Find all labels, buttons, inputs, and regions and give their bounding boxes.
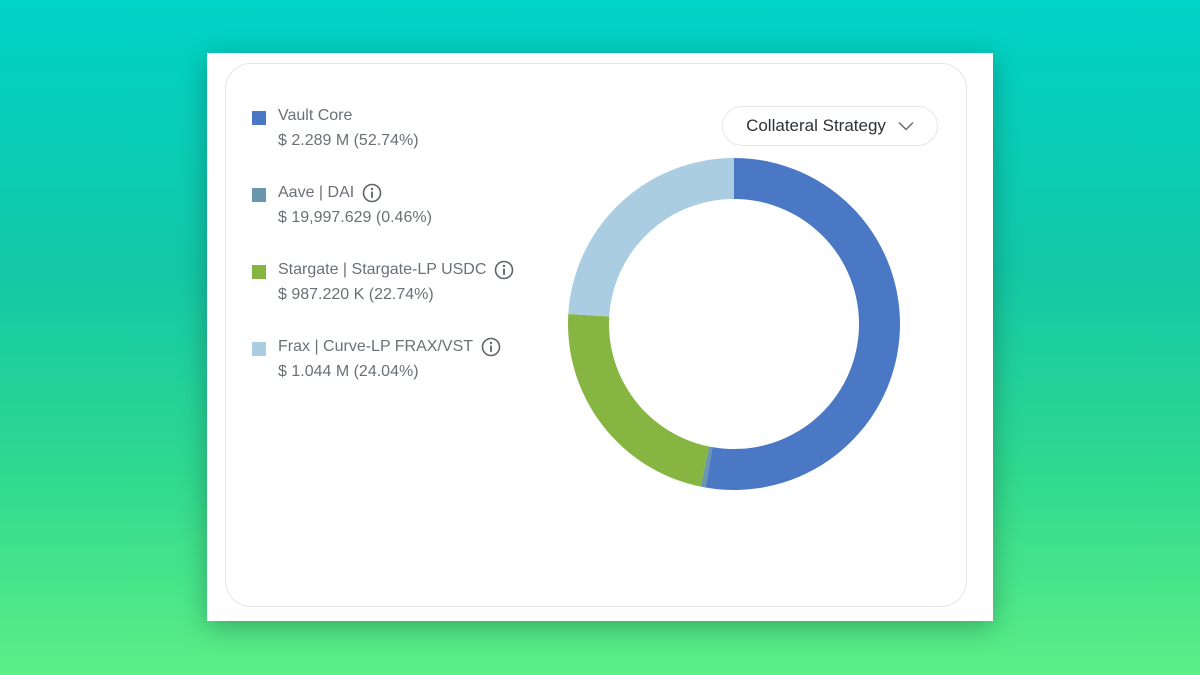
screenshot-frame: Vault Core $ 2.289 M (52.74%) Aave | DAI…	[207, 53, 993, 621]
legend-label: Vault Core	[278, 107, 353, 124]
donut-slice-stargate-stargate-lp-usdc[interactable]	[568, 314, 709, 487]
chart-legend: Vault Core $ 2.289 M (52.74%) Aave | DAI…	[252, 104, 582, 412]
legend-swatch	[252, 265, 266, 279]
legend-value: $ 19,997.629 (0.46%)	[278, 209, 432, 226]
info-icon[interactable]	[362, 183, 382, 203]
legend-item-vault-core: Vault Core $ 2.289 M (52.74%)	[252, 104, 582, 181]
strategy-dropdown[interactable]: Collateral Strategy	[722, 106, 938, 146]
allocation-card: Vault Core $ 2.289 M (52.74%) Aave | DAI…	[225, 63, 967, 607]
legend-value: $ 1.044 M (24.04%)	[278, 363, 419, 380]
donut-slice-frax-curve-lp-frax-vst[interactable]	[568, 158, 734, 317]
legend-label: Aave | DAI	[278, 184, 355, 201]
legend-swatch	[252, 342, 266, 356]
legend-swatch	[252, 111, 266, 125]
info-icon[interactable]	[494, 260, 514, 280]
legend-item-frax: Frax | Curve-LP FRAX/VST $ 1.044 M (24.0…	[252, 335, 582, 412]
dropdown-label: Collateral Strategy	[746, 116, 886, 135]
donut-slice-aave-dai[interactable]	[700, 446, 713, 488]
legend-label: Frax | Curve-LP FRAX/VST	[278, 338, 474, 355]
legend-value: $ 987.220 K (22.74%)	[278, 286, 434, 303]
donut-chart	[568, 158, 901, 490]
chevron-down-icon	[898, 121, 914, 131]
info-icon[interactable]	[481, 337, 501, 357]
donut-slice-vault-core[interactable]	[705, 158, 901, 490]
legend-label: Stargate | Stargate-LP USDC	[278, 261, 487, 278]
legend-swatch	[252, 188, 266, 202]
legend-item-stargate: Stargate | Stargate-LP USDC $ 987.220 K …	[252, 258, 582, 335]
legend-item-aave-dai: Aave | DAI $ 19,997.629 (0.46%)	[252, 181, 582, 258]
legend-value: $ 2.289 M (52.74%)	[278, 132, 419, 149]
